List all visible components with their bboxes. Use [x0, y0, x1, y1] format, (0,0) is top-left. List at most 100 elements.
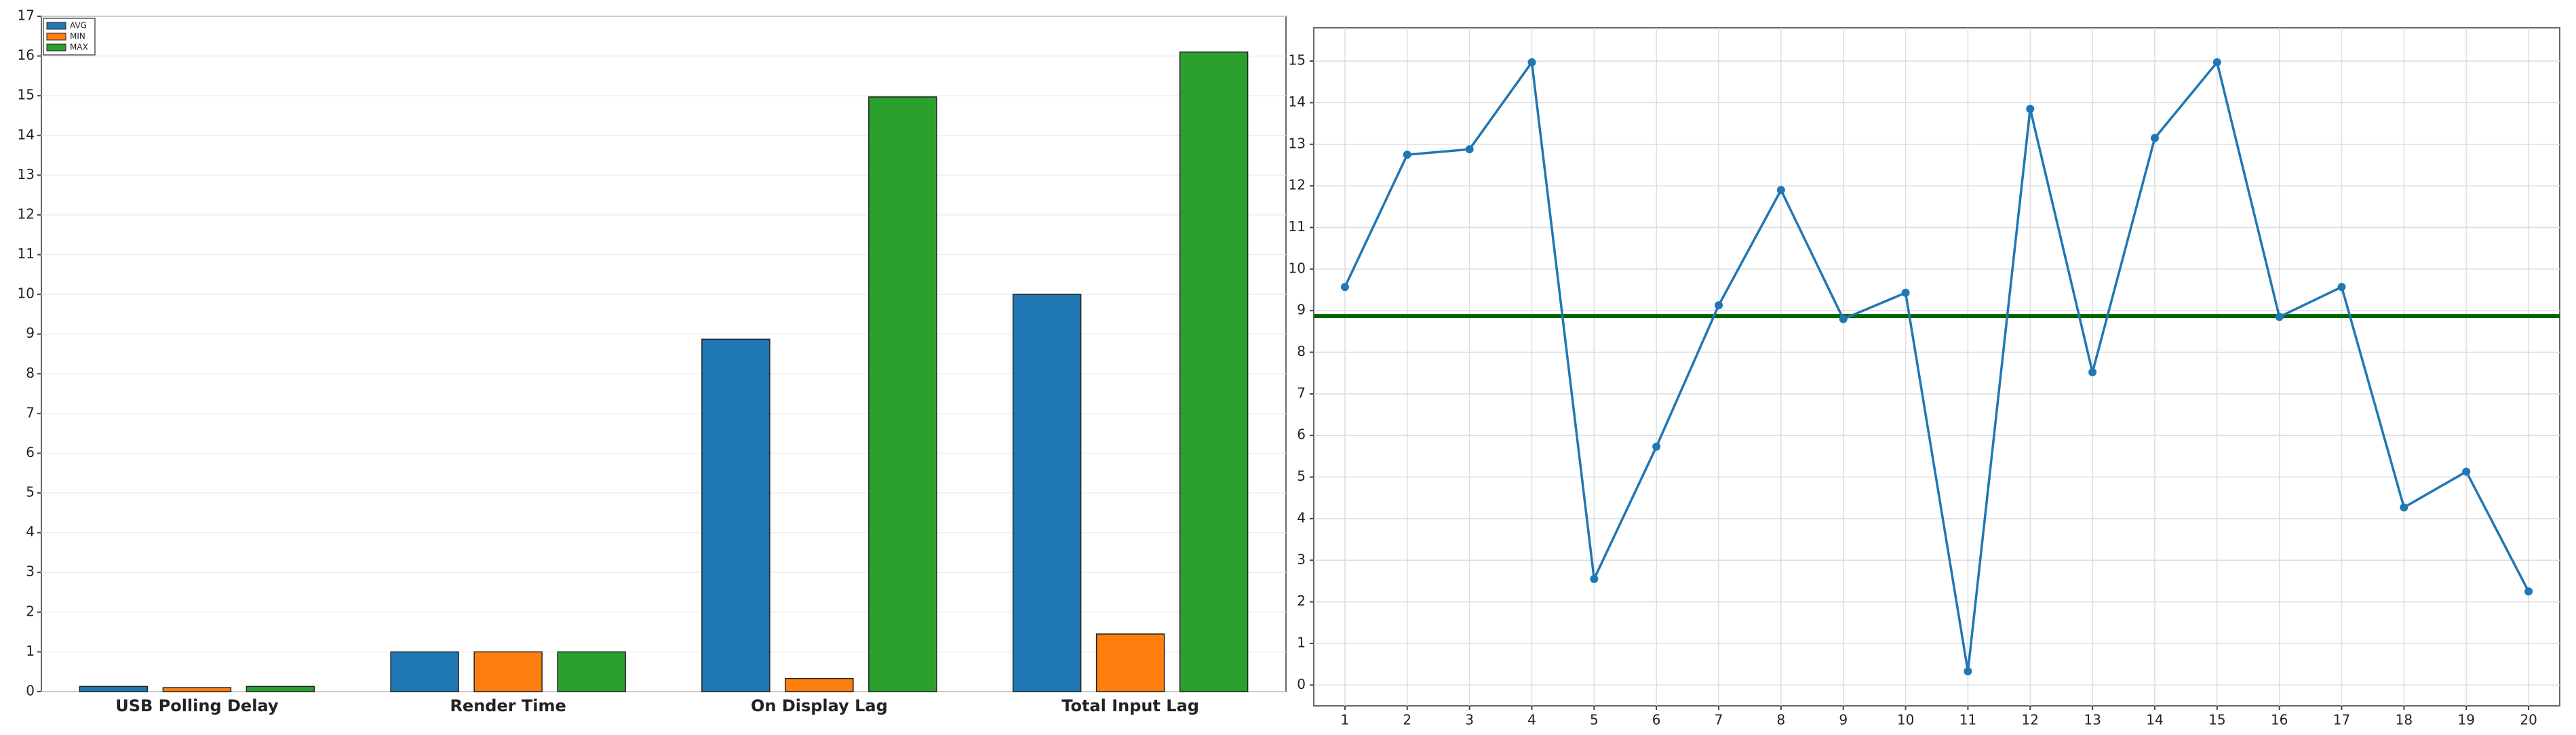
x-tick-label: USB Polling Delay: [115, 696, 279, 715]
bar: [1012, 294, 1082, 692]
data-point: [2275, 313, 2284, 321]
data-point: [1901, 288, 1910, 297]
bar: [557, 651, 626, 692]
x-tick-label: 15: [2208, 712, 2225, 728]
bar: [473, 651, 543, 692]
x-tick-label: Total Input Lag: [1061, 696, 1199, 715]
data-point: [2524, 587, 2533, 596]
y-tick-label: 17: [18, 7, 35, 24]
x-tick-label: 1: [1341, 712, 1350, 728]
y-tick-label: 3: [1297, 551, 1306, 568]
data-line: [1344, 59, 2530, 672]
x-tick-label: 19: [2457, 712, 2474, 728]
plot-area: [41, 16, 1287, 692]
y-tick-label: 11: [18, 245, 35, 262]
bar: [162, 687, 232, 692]
y-tick-label: 9: [1297, 302, 1306, 318]
y-tick-label: 5: [26, 484, 35, 500]
y-tick-label: 16: [18, 47, 35, 63]
legend-swatch: [46, 43, 66, 52]
x-tick-label: 5: [1590, 712, 1599, 728]
data-point: [2088, 368, 2097, 376]
y-tick-label: 5: [1297, 468, 1306, 484]
data-point: [1465, 145, 1474, 154]
y-tick-label: 12: [1289, 177, 1306, 193]
y-tick-label: 6: [1297, 426, 1306, 443]
y-tick-label: 13: [1289, 135, 1306, 151]
bar: [246, 686, 315, 692]
data-point: [2462, 467, 2471, 476]
bar: [785, 677, 854, 692]
y-tick-label: 9: [26, 325, 35, 341]
legend-label: AVG: [70, 21, 87, 31]
x-tick-label: 6: [1652, 712, 1661, 728]
y-tick-label: 1: [26, 643, 35, 659]
y-tick-label: 8: [26, 365, 35, 381]
y-tick-label: 1: [1297, 634, 1306, 650]
y-tick-label: 8: [1297, 343, 1306, 359]
x-tick-label: 3: [1465, 712, 1474, 728]
y-tick-label: 14: [18, 126, 35, 142]
x-tick-label: 2: [1403, 712, 1411, 728]
bar: [390, 651, 459, 692]
legend-swatch: [46, 22, 66, 30]
x-tick-label: 4: [1527, 712, 1536, 728]
y-tick-label: 0: [26, 683, 35, 699]
data-point: [1776, 186, 1785, 195]
data-point: [1715, 301, 1723, 310]
data-point: [2337, 283, 2346, 292]
x-tick-label: 14: [2146, 712, 2163, 728]
y-tick-label: 12: [18, 205, 35, 222]
y-tick-label: 15: [18, 87, 35, 103]
data-point: [2400, 503, 2408, 512]
x-tick-label: 8: [1777, 712, 1786, 728]
data-point: [1839, 315, 1848, 323]
data-point: [1964, 667, 1972, 676]
x-tick-label: 7: [1715, 712, 1723, 728]
y-tick-label: 10: [1289, 260, 1306, 276]
x-tick-label: 13: [2084, 712, 2101, 728]
data-point: [2150, 134, 2159, 142]
data-point: [1652, 442, 1661, 451]
data-point: [1403, 151, 1411, 159]
data-point: [2026, 104, 2035, 113]
x-tick-label: 16: [2271, 712, 2288, 728]
legend-swatch: [46, 33, 66, 41]
data-point: [1340, 283, 1349, 292]
y-tick-label: 0: [1297, 676, 1306, 692]
legend-label: MIN: [70, 32, 85, 41]
legend-label: MAX: [70, 43, 88, 52]
y-tick-label: 15: [1289, 52, 1306, 68]
x-tick-label: 12: [2022, 712, 2039, 728]
y-tick-label: 3: [26, 563, 35, 580]
y-tick-label: 11: [1289, 218, 1306, 235]
bar: [701, 338, 770, 692]
bar: [1095, 633, 1165, 692]
y-tick-label: 14: [1289, 94, 1306, 110]
bar: [1179, 51, 1249, 692]
x-tick-label: 11: [1959, 712, 1976, 728]
x-tick-label: 20: [2520, 712, 2537, 728]
bar: [79, 686, 149, 692]
y-tick-label: 4: [26, 523, 35, 540]
y-tick-label: 2: [1297, 593, 1306, 609]
y-tick-label: 7: [26, 404, 35, 420]
y-tick-label: 7: [1297, 384, 1306, 401]
y-tick-label: 4: [1297, 509, 1306, 525]
x-tick-label: 17: [2333, 712, 2350, 728]
data-point: [2212, 58, 2221, 66]
plot-area: [1313, 27, 2560, 707]
data-point: [1590, 574, 1599, 583]
x-tick-label: On Display Lag: [751, 696, 888, 715]
bar: [868, 96, 937, 692]
x-tick-label: Render Time: [450, 696, 566, 715]
y-tick-label: 6: [26, 444, 35, 460]
y-tick-label: 13: [18, 166, 35, 182]
x-tick-label: 10: [1897, 712, 1914, 728]
y-tick-label: 2: [26, 603, 35, 619]
y-tick-label: 10: [18, 285, 35, 302]
x-tick-label: 18: [2396, 712, 2413, 728]
x-tick-label: 9: [1839, 712, 1848, 728]
data-point: [1527, 58, 1536, 66]
